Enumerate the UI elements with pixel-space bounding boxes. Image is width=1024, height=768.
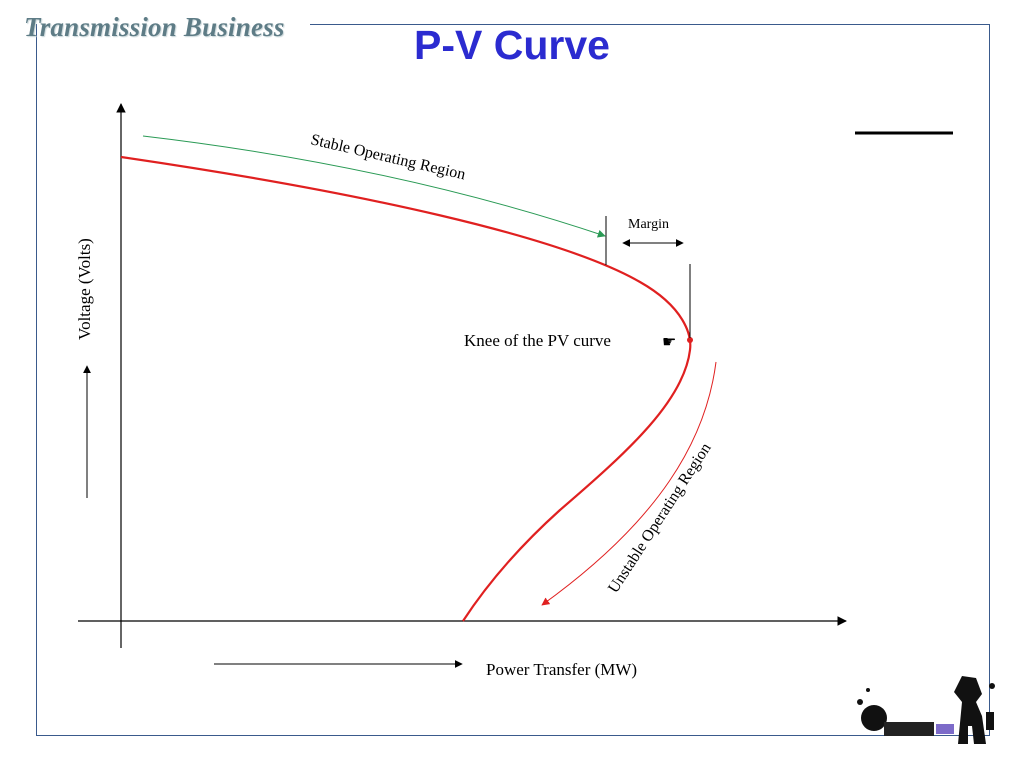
- pv-curve: [120, 155, 692, 622]
- slide-frame: [36, 24, 990, 736]
- slide-title: P-V Curve: [414, 22, 610, 68]
- stable-region-arrow: [142, 135, 606, 238]
- unstable-region-arrow: [541, 361, 717, 606]
- company-logo-icon: [857, 676, 995, 744]
- unstable-region-label: Unstable Operating Region: [605, 440, 715, 596]
- slide-frame-top-rule: [310, 24, 990, 25]
- x-axis-label: Power Transfer (MW): [486, 660, 637, 679]
- margin-label: Margin: [628, 217, 669, 232]
- knee-label: Knee of the PV curve: [464, 331, 611, 350]
- brand-wordmark: Transmission Business: [24, 12, 285, 42]
- pointing-hand-icon: ☛: [662, 332, 676, 351]
- y-axis-label: Voltage (Volts): [75, 238, 94, 340]
- stable-region-label: Stable Operating Region: [309, 131, 467, 183]
- knee-point: [687, 337, 693, 343]
